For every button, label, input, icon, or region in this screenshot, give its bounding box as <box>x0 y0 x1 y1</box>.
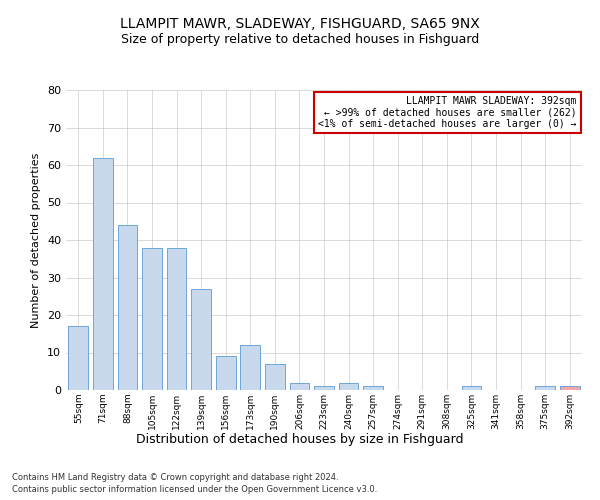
Bar <box>535 386 555 390</box>
Y-axis label: Number of detached properties: Number of detached properties <box>31 152 41 328</box>
Bar <box>314 386 334 390</box>
Bar <box>560 386 580 390</box>
Text: Contains public sector information licensed under the Open Government Licence v3: Contains public sector information licen… <box>12 485 377 494</box>
Bar <box>167 248 187 390</box>
Bar <box>191 289 211 390</box>
Text: Contains HM Land Registry data © Crown copyright and database right 2024.: Contains HM Land Registry data © Crown c… <box>12 472 338 482</box>
Bar <box>265 364 284 390</box>
Bar <box>68 326 88 390</box>
Bar <box>461 386 481 390</box>
Bar <box>339 382 358 390</box>
Text: LLAMPIT MAWR, SLADEWAY, FISHGUARD, SA65 9NX: LLAMPIT MAWR, SLADEWAY, FISHGUARD, SA65 … <box>120 18 480 32</box>
Text: Size of property relative to detached houses in Fishguard: Size of property relative to detached ho… <box>121 32 479 46</box>
Bar <box>216 356 236 390</box>
Text: Distribution of detached houses by size in Fishguard: Distribution of detached houses by size … <box>136 432 464 446</box>
Bar <box>142 248 162 390</box>
Bar <box>290 382 309 390</box>
Bar <box>93 158 113 390</box>
Bar <box>241 345 260 390</box>
Bar <box>118 225 137 390</box>
Bar <box>364 386 383 390</box>
Text: LLAMPIT MAWR SLADEWAY: 392sqm
← >99% of detached houses are smaller (262)
<1% of: LLAMPIT MAWR SLADEWAY: 392sqm ← >99% of … <box>319 96 577 129</box>
